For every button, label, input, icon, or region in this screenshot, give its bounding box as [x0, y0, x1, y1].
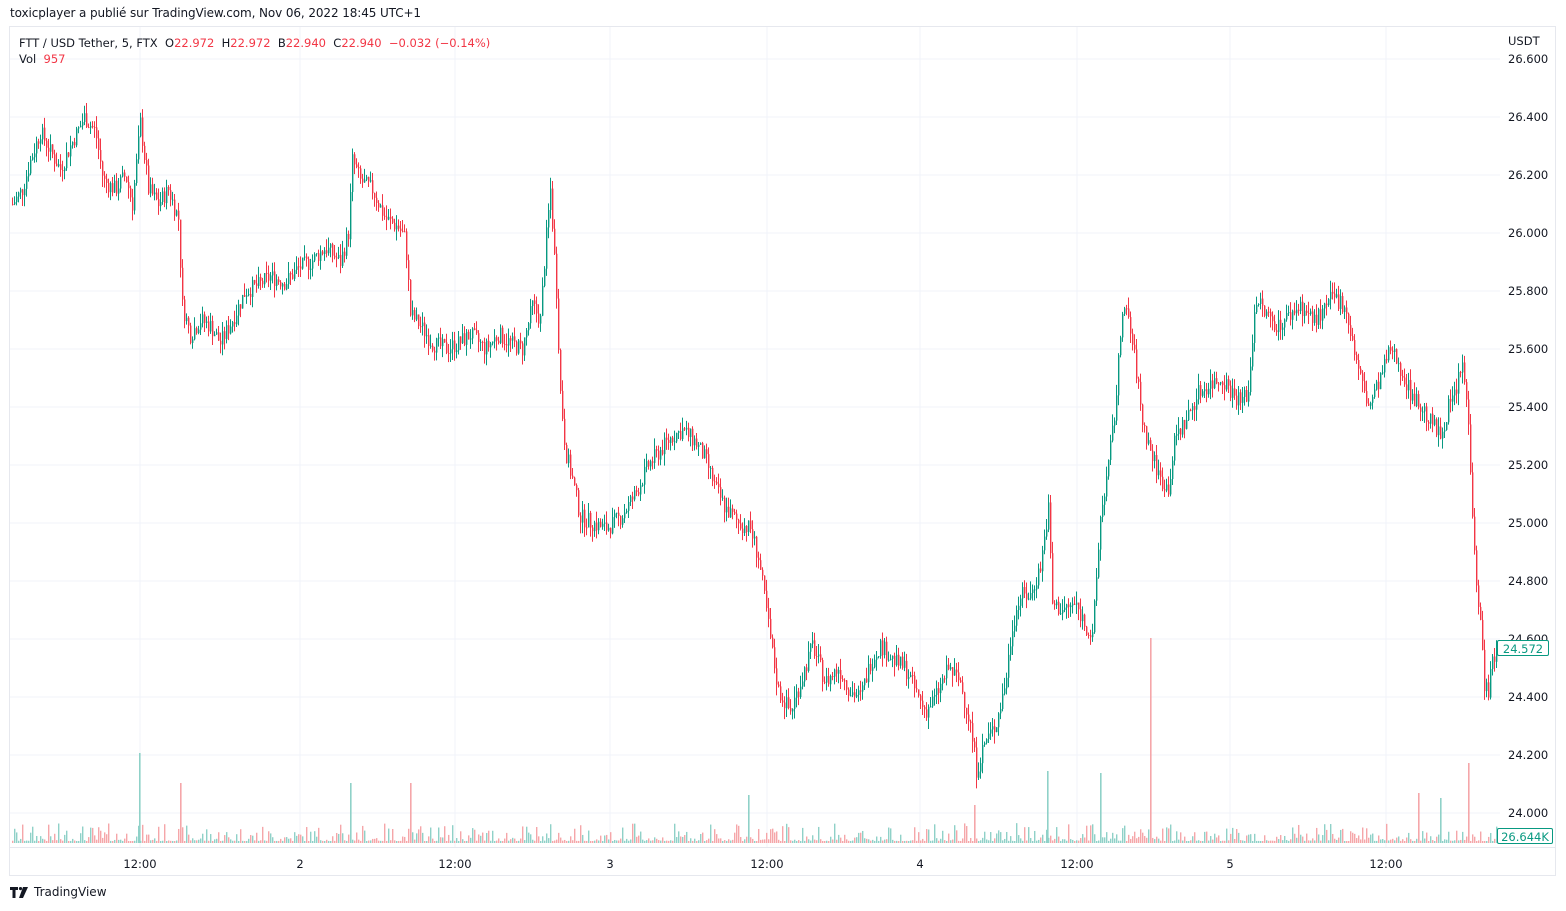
time-tick: 2 [296, 857, 304, 871]
high-label: H [221, 36, 231, 50]
volume-value: 957 [43, 52, 66, 66]
current-volume-tag: 26.644K [1497, 828, 1553, 844]
time-tick: 12:00 [750, 857, 784, 871]
time-tick: 4 [916, 857, 924, 871]
time-tick: 12:00 [1060, 857, 1094, 871]
low-value: 22.940 [285, 36, 326, 50]
open-label: O [165, 36, 175, 50]
change-value: −0.032 (−0.14%) [388, 36, 491, 50]
price-tick: 25.200 [1508, 458, 1549, 472]
price-tick: 25.600 [1508, 342, 1549, 356]
close-value: 22.940 [341, 36, 382, 50]
high-value: 22.972 [230, 36, 271, 50]
price-tick: 24.000 [1508, 806, 1549, 820]
current-price-tag: 24.572 [1497, 640, 1549, 656]
tradingview-logo-icon [10, 886, 28, 898]
price-tick: 25.400 [1508, 400, 1549, 414]
price-tick: 24.400 [1508, 690, 1549, 704]
chart-legend: FTT / USD Tether, 5, FTX O22.972 H22.972… [19, 35, 490, 67]
publisher-caption: toxicplayer a publié sur TradingView.com… [10, 6, 421, 20]
price-tick: 24.200 [1508, 748, 1549, 762]
low-label: B [277, 36, 286, 50]
price-tick: 25.000 [1508, 516, 1549, 530]
open-value: 22.972 [174, 36, 215, 50]
footer-brand[interactable]: TradingView [10, 885, 107, 899]
price-tick: 26.000 [1508, 226, 1549, 240]
price-tick: 26.400 [1508, 110, 1549, 124]
close-label: C [333, 36, 342, 50]
time-tick: 12:00 [438, 857, 472, 871]
time-axis[interactable] [10, 847, 1555, 876]
price-tick: 26.600 [1508, 52, 1549, 66]
price-tick: 24.800 [1508, 574, 1549, 588]
brand-name: TradingView [34, 885, 107, 899]
time-tick: 12:00 [123, 857, 157, 871]
volume-label[interactable]: Vol [19, 52, 37, 66]
price-tick: 25.800 [1508, 284, 1549, 298]
time-tick: 5 [1226, 857, 1234, 871]
time-tick: 12:00 [1369, 857, 1403, 871]
currency-label: USDT [1508, 34, 1540, 48]
symbol-title[interactable]: FTT / USD Tether, 5, FTX [19, 36, 158, 50]
time-tick: 3 [606, 857, 614, 871]
chart-frame [9, 26, 1556, 876]
price-tick: 26.200 [1508, 168, 1549, 182]
